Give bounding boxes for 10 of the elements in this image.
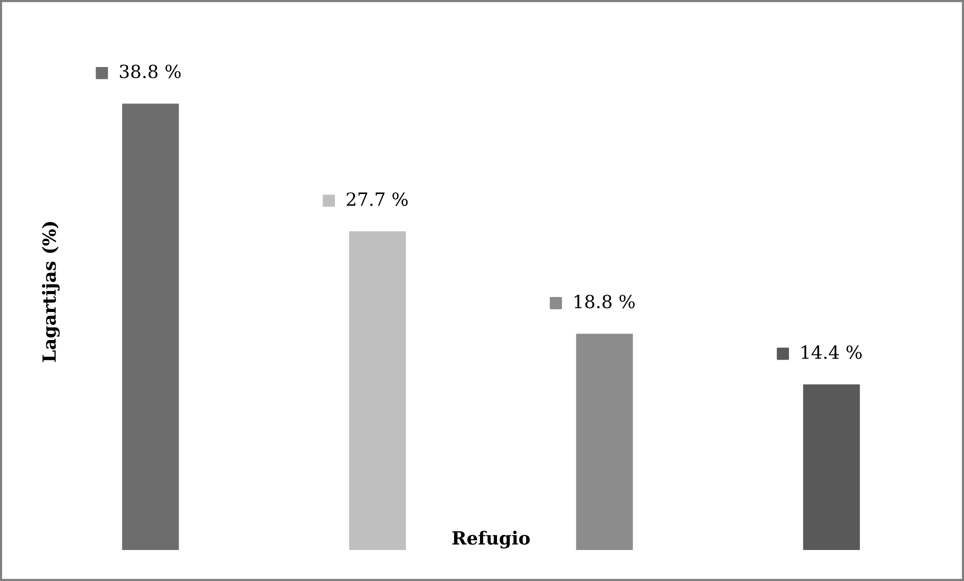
data-label: 14.4 % bbox=[802, 345, 862, 359]
y-axis-title: Lagartijas (%) bbox=[42, 222, 60, 362]
bar bbox=[803, 384, 860, 550]
bar bbox=[349, 231, 406, 550]
bar bbox=[122, 104, 179, 550]
x-axis-title: Refugio bbox=[452, 530, 530, 548]
data-label: 18.8 % bbox=[574, 294, 635, 308]
data-label: 38.8 % bbox=[120, 64, 181, 78]
bar bbox=[576, 334, 633, 550]
data-label: 27.7 % bbox=[346, 192, 408, 206]
